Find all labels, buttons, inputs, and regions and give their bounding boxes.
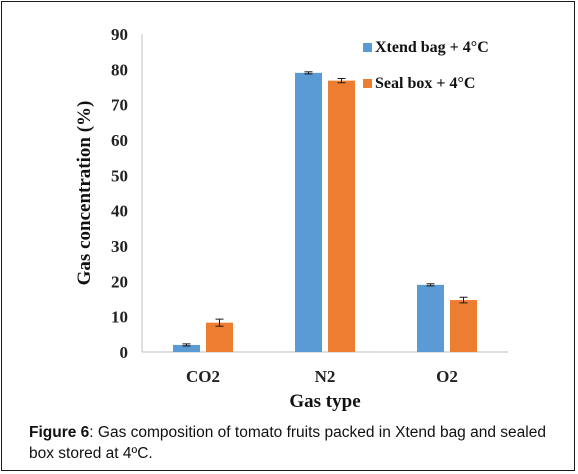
y-tick-label: 0 [120, 343, 129, 362]
bar-co2-series-1 [173, 344, 200, 352]
caption-label: Figure 6 [29, 424, 90, 441]
error-bar-co2-series-2 [215, 318, 224, 327]
bar-chart: 0 10 20 30 40 50 60 70 80 90 CO2 N2 O2 Gas concentr… [74, 25, 508, 412]
y-tick-label: 70 [111, 96, 128, 115]
y-axis-ticks: 0 10 20 30 40 50 60 70 80 90 [111, 25, 128, 362]
y-tick-label: 80 [111, 60, 128, 79]
x-axis-ticks: CO2 N2 O2 [186, 367, 458, 386]
y-tick-label: 40 [111, 202, 128, 221]
legend-swatch [363, 43, 372, 52]
y-tick-label: 50 [111, 166, 128, 185]
x-axis-title: Gas type [289, 391, 360, 412]
y-tick-label: 10 [111, 308, 128, 327]
legend: Xtend bag + 4°C Seal box + 4°C [363, 39, 489, 92]
y-tick-label: 60 [111, 131, 128, 150]
error-bar-co2-series-1 [182, 343, 191, 347]
error-bar-n2-series-1 [304, 71, 313, 75]
x-tick-label: O2 [436, 367, 458, 386]
error-bar-o2-series-2 [459, 296, 468, 304]
figure-caption: Figure 6: Gas composition of tomato frui… [29, 422, 561, 464]
x-tick-label: CO2 [186, 367, 220, 386]
legend-swatch [363, 79, 372, 88]
bar-n2-series-2 [328, 80, 355, 352]
bars [173, 71, 477, 352]
y-axis-title: Gas concentration (%) [74, 101, 95, 286]
error-bar-n2-series-2 [337, 78, 346, 84]
x-tick-label: N2 [315, 367, 336, 386]
bar-n2-series-1 [295, 72, 322, 352]
y-tick-label: 30 [111, 237, 128, 256]
bar-co2-series-2 [206, 322, 233, 352]
caption-text: : Gas composition of tomato fruits packe… [29, 424, 546, 462]
error-bar-o2-series-1 [426, 283, 435, 287]
y-tick-label: 90 [111, 25, 128, 44]
legend-label: Seal box + 4°C [375, 75, 475, 92]
legend-label: Xtend bag + 4°C [375, 39, 489, 56]
bar-o2-series-2 [450, 300, 477, 352]
bar-o2-series-1 [417, 284, 444, 352]
y-tick-label: 20 [111, 272, 128, 291]
